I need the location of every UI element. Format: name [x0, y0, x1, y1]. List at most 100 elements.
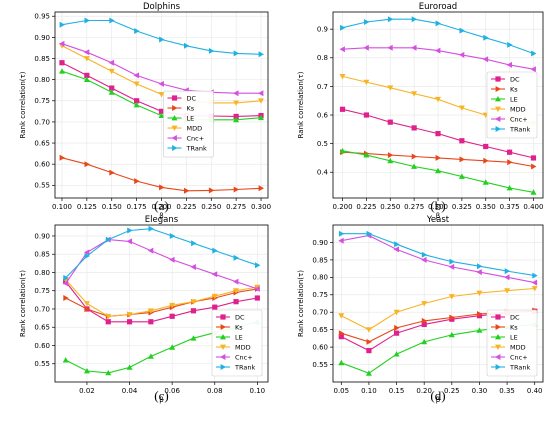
panel-c: 0.55 0.60 0.65 0.70 0.75 0.80 0.85 0.90 0.02 0.04…	[19, 215, 269, 404]
legend-marker	[495, 314, 501, 320]
series-line	[65, 288, 258, 317]
y-axis-label: Rank correlation(τ)	[297, 270, 305, 337]
data-point	[184, 187, 190, 194]
legend-marker	[495, 96, 501, 102]
legend-marker	[495, 344, 501, 350]
data-point	[134, 98, 140, 104]
data-point	[435, 47, 441, 54]
y-tick-label: 0.60	[312, 344, 328, 352]
data-point	[531, 279, 538, 286]
data-point	[339, 106, 346, 112]
y-tick-label: 0.55	[34, 360, 50, 368]
x-tick-label: 0.15	[389, 387, 405, 395]
data-point	[109, 17, 115, 24]
data-point	[83, 76, 90, 82]
data-point	[254, 285, 260, 292]
data-point	[258, 114, 264, 121]
data-point	[147, 247, 154, 254]
data-point	[169, 344, 176, 350]
y-tick-label: 0.80	[34, 269, 50, 277]
x-tick-label: 0.300	[251, 203, 271, 211]
data-point	[126, 319, 133, 325]
data-point	[476, 327, 483, 333]
legend-label: DC	[510, 313, 520, 321]
data-point	[147, 353, 154, 359]
x-tick-label: 0.175	[127, 203, 147, 211]
x-tick-label: 0.25	[444, 387, 460, 395]
data-point	[169, 233, 176, 239]
data-point	[506, 61, 512, 68]
y-tick-label: 0.85	[34, 251, 50, 259]
data-point	[208, 187, 215, 194]
y-tick-label: 0.70	[34, 305, 50, 313]
x-tick-label: 0.300	[428, 203, 448, 211]
data-point	[387, 44, 393, 51]
data-point	[387, 152, 394, 159]
legend-label: Cnc+	[187, 134, 205, 142]
series-le	[339, 147, 537, 195]
data-point	[421, 251, 428, 258]
data-point	[482, 179, 489, 185]
y-tick-label: 0.70	[312, 309, 328, 317]
data-point	[530, 189, 537, 195]
data-point	[190, 335, 197, 341]
data-point	[338, 237, 344, 244]
data-point	[134, 178, 140, 185]
data-point	[458, 173, 465, 179]
y-tick-label: 0.55	[312, 361, 328, 369]
x-tick-label: 0.100	[52, 203, 72, 211]
data-point	[83, 56, 90, 62]
data-point	[84, 17, 90, 24]
legend: DC Ks LE MDD Cnc+ TRank	[163, 90, 214, 158]
data-point	[258, 90, 264, 97]
panel-caption: (a)	[154, 198, 168, 213]
data-point	[531, 50, 537, 57]
data-point	[393, 246, 399, 253]
data-point	[411, 16, 418, 23]
legend-label: TRank	[186, 144, 207, 152]
data-point	[148, 225, 154, 232]
data-point	[105, 319, 111, 325]
data-point	[339, 46, 345, 53]
data-point	[366, 338, 372, 345]
x-tick-label: 0.08	[207, 387, 223, 395]
legend-marker	[171, 135, 177, 141]
data-point	[435, 167, 441, 174]
data-point	[363, 79, 370, 86]
x-tick-label: 0.250	[380, 203, 400, 211]
data-point	[393, 351, 400, 357]
data-point	[421, 317, 428, 324]
y-tick-label: 0.9	[317, 26, 328, 34]
data-point	[394, 324, 400, 331]
y-tick-label: 0.80	[312, 274, 328, 282]
x-tick-label: 0.275	[226, 203, 246, 211]
legend-marker	[220, 344, 226, 350]
data-point	[59, 60, 65, 66]
x-tick-label: 0.20	[416, 387, 432, 395]
legend-label: Ks	[235, 323, 243, 331]
y-tick-label: 0.55	[34, 182, 50, 190]
x-tick-label: 0.05	[333, 387, 349, 395]
data-point	[59, 40, 65, 47]
data-point	[339, 147, 346, 154]
data-point	[233, 113, 239, 120]
data-point	[476, 290, 483, 296]
data-point	[105, 236, 112, 243]
y-tick-label: 0.70	[34, 118, 50, 126]
data-point	[506, 149, 513, 155]
legend: DC Ks LE MDD Cnc+ TRank	[211, 309, 263, 377]
legend-marker	[172, 145, 178, 151]
legend-marker	[171, 115, 178, 121]
x-axis-label: β	[159, 396, 163, 404]
legend-label: TRank	[234, 363, 255, 371]
legend-marker	[220, 364, 226, 370]
data-point	[435, 96, 441, 103]
data-point	[458, 105, 465, 111]
data-point	[411, 125, 417, 131]
data-point	[108, 59, 115, 66]
panel-caption: (b)	[430, 198, 445, 213]
data-point	[504, 268, 511, 275]
data-point	[190, 264, 196, 270]
legend-label: MDD	[510, 105, 526, 113]
